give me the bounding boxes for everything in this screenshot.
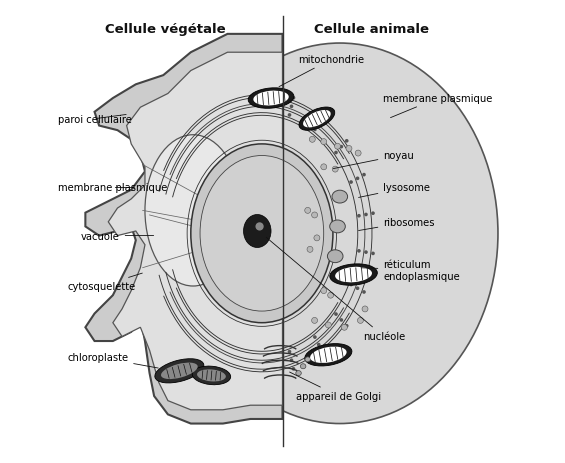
Ellipse shape — [364, 213, 368, 217]
Text: Cellule végétale: Cellule végétale — [105, 23, 226, 36]
Ellipse shape — [255, 223, 264, 231]
Polygon shape — [108, 53, 282, 410]
Ellipse shape — [346, 146, 352, 152]
Ellipse shape — [299, 108, 334, 131]
Ellipse shape — [312, 213, 318, 219]
Ellipse shape — [357, 214, 361, 218]
Ellipse shape — [330, 264, 377, 286]
Ellipse shape — [358, 318, 363, 324]
Ellipse shape — [292, 367, 295, 371]
Ellipse shape — [356, 177, 359, 181]
Ellipse shape — [371, 252, 375, 256]
Ellipse shape — [181, 44, 498, 424]
Ellipse shape — [321, 288, 327, 294]
Ellipse shape — [305, 357, 310, 362]
Ellipse shape — [301, 364, 306, 369]
Text: paroi cellulaire: paroi cellulaire — [58, 114, 132, 125]
Text: appareil de Golgi: appareil de Golgi — [290, 372, 381, 401]
Ellipse shape — [325, 322, 331, 328]
Text: réticulum
endoplasmique: réticulum endoplasmique — [361, 260, 460, 281]
Ellipse shape — [290, 105, 293, 109]
Text: membrane plasmique: membrane plasmique — [58, 183, 167, 193]
Ellipse shape — [303, 111, 331, 128]
Ellipse shape — [317, 121, 320, 125]
Text: ribosomes: ribosomes — [359, 217, 435, 231]
Ellipse shape — [290, 359, 293, 362]
Ellipse shape — [364, 251, 368, 254]
Ellipse shape — [321, 350, 324, 354]
Ellipse shape — [321, 139, 327, 145]
Ellipse shape — [317, 343, 320, 347]
Ellipse shape — [345, 324, 349, 328]
Ellipse shape — [145, 136, 241, 287]
Ellipse shape — [334, 144, 341, 150]
Polygon shape — [85, 35, 282, 424]
Ellipse shape — [362, 307, 368, 312]
Ellipse shape — [244, 215, 271, 248]
Ellipse shape — [332, 167, 338, 173]
Ellipse shape — [314, 235, 320, 241]
Ellipse shape — [321, 164, 327, 170]
Ellipse shape — [307, 247, 313, 253]
Text: mitochondrie: mitochondrie — [279, 55, 364, 88]
Ellipse shape — [305, 344, 352, 366]
Text: membrane plasmique: membrane plasmique — [384, 94, 493, 119]
Ellipse shape — [349, 181, 353, 184]
Ellipse shape — [334, 151, 338, 155]
Ellipse shape — [335, 267, 372, 283]
Ellipse shape — [321, 113, 324, 117]
Ellipse shape — [355, 151, 361, 156]
Ellipse shape — [305, 208, 311, 214]
Ellipse shape — [296, 371, 301, 376]
Ellipse shape — [345, 140, 349, 144]
Text: cytosquelette: cytosquelette — [67, 274, 142, 291]
Text: noyau: noyau — [333, 151, 414, 169]
Ellipse shape — [292, 97, 295, 100]
Ellipse shape — [192, 366, 231, 385]
Ellipse shape — [349, 283, 353, 287]
Text: chloroplaste: chloroplaste — [67, 352, 158, 368]
Ellipse shape — [362, 174, 366, 177]
Ellipse shape — [253, 91, 289, 106]
Text: vacuole: vacuole — [81, 231, 154, 241]
Ellipse shape — [330, 220, 345, 233]
Ellipse shape — [341, 325, 347, 331]
Ellipse shape — [200, 156, 324, 312]
Ellipse shape — [312, 318, 318, 324]
Ellipse shape — [332, 191, 347, 204]
Ellipse shape — [155, 359, 204, 383]
Ellipse shape — [288, 114, 292, 118]
Ellipse shape — [161, 363, 198, 379]
Ellipse shape — [288, 350, 292, 354]
Ellipse shape — [248, 88, 294, 109]
Text: lysosome: lysosome — [359, 183, 431, 198]
Ellipse shape — [191, 144, 333, 323]
Ellipse shape — [334, 313, 338, 316]
Text: Cellule animale: Cellule animale — [314, 23, 429, 36]
Ellipse shape — [371, 212, 375, 216]
Ellipse shape — [357, 250, 361, 253]
Ellipse shape — [309, 137, 315, 143]
Text: nucléole: nucléole — [266, 238, 405, 342]
Ellipse shape — [340, 145, 343, 149]
Ellipse shape — [328, 293, 333, 299]
Ellipse shape — [313, 128, 317, 132]
Ellipse shape — [197, 369, 226, 382]
Ellipse shape — [362, 290, 366, 294]
Ellipse shape — [340, 319, 343, 322]
Ellipse shape — [356, 287, 359, 290]
Ellipse shape — [310, 347, 346, 363]
Ellipse shape — [328, 250, 343, 263]
Ellipse shape — [313, 336, 317, 339]
